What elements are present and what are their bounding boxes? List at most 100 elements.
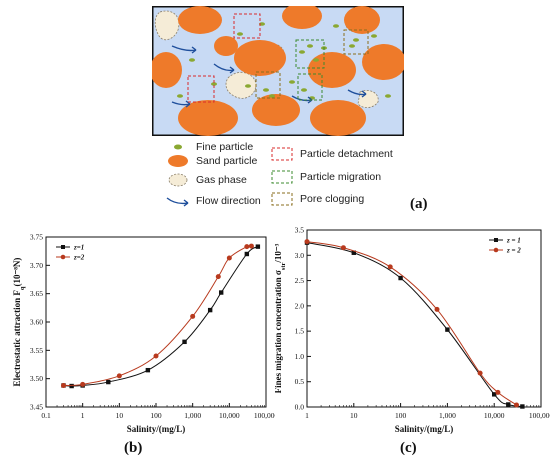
legend-label: Gas phase — [196, 174, 247, 186]
legend-series-name: z = 1 — [506, 237, 521, 245]
data-point-square — [520, 404, 525, 409]
x-tick-label: 100 — [395, 411, 407, 420]
legend-series-name: z = 2 — [506, 247, 521, 255]
y-tick-label: 3.5 — [295, 226, 305, 235]
x-tick-label: 10 — [116, 411, 124, 420]
legend-fine-particle: Fine particle — [166, 140, 253, 154]
y-axis-label-sub: str — [280, 263, 287, 271]
data-point-circle — [495, 389, 501, 395]
legend-marker-square — [494, 238, 498, 242]
migration-boxes — [295, 39, 325, 101]
y-tick-label: 0.5 — [295, 377, 305, 386]
legend-series-name: z=2 — [73, 254, 85, 262]
data-point-square — [207, 307, 213, 313]
legend-marker-circle — [493, 247, 499, 253]
y-axis-label-unit: (10⁻⁸N) — [12, 258, 22, 287]
gas-phase-icon — [166, 173, 190, 187]
x-tick-label: 100,000 — [529, 411, 550, 420]
y-tick-label: 2.5 — [295, 276, 305, 285]
y-tick-label: 3.50 — [30, 374, 43, 383]
data-point-circle — [304, 239, 310, 245]
y-tick-label: 0.0 — [295, 403, 305, 412]
data-point-circle — [248, 243, 254, 249]
series-line-1 — [63, 246, 259, 387]
x-tick-label: 1,000 — [184, 411, 201, 420]
data-point-square — [145, 367, 151, 373]
data-point-square — [218, 290, 224, 295]
data-point-circle — [387, 264, 393, 270]
data-point-circle — [514, 402, 520, 408]
x-tick-label: 0.1 — [41, 411, 51, 420]
data-point-square — [506, 402, 511, 407]
data-point-square — [492, 392, 497, 397]
clogging-boxes — [255, 29, 369, 99]
data-point-square — [255, 244, 261, 249]
detachment-boxes — [187, 13, 261, 103]
data-point-circle — [116, 373, 122, 379]
y-axis-label-unit: /10⁻³ — [275, 243, 283, 263]
x-tick-label: 1,000 — [439, 411, 456, 420]
data-point-square — [398, 275, 403, 281]
y-axis-label: Electrostatic attraction Fq(10⁻⁸N) — [12, 258, 26, 387]
data-point-circle — [226, 255, 232, 261]
y-axis-label-sub: q — [19, 286, 26, 290]
legend-particle-migration: Particle migration — [270, 170, 381, 184]
legend-label: Particle detachment — [300, 148, 393, 160]
y-axis-label-main: Fines migration concentration σ — [275, 270, 283, 393]
y-tick-label: 2.0 — [295, 301, 305, 310]
legend-gas-phase: Gas phase — [166, 173, 247, 187]
y-tick-label: 3.65 — [30, 289, 43, 298]
series-line-2 — [306, 241, 517, 406]
plot-frame — [45, 236, 267, 408]
legend-series-name: z=1 — [73, 244, 84, 252]
panel-label-b: (b) — [124, 440, 143, 456]
data-point-square — [445, 327, 450, 332]
migration-box-icon — [270, 170, 294, 184]
y-tick-label: 3.0 — [295, 251, 305, 260]
plot-frame — [306, 229, 542, 408]
y-tick-label: 3.55 — [30, 346, 43, 355]
sand-particles — [152, 6, 404, 136]
flow-arrow-icon — [166, 194, 190, 208]
legend-label: Pore clogging — [300, 193, 365, 205]
x-tick-label: 10,000 — [219, 411, 240, 420]
data-point-square — [69, 383, 74, 389]
legend-marker-circle — [60, 254, 66, 260]
data-point-circle — [340, 245, 346, 251]
y-tick-label: 3.60 — [30, 318, 43, 327]
panel-label-a: (a) — [410, 196, 428, 212]
x-tick-label: 1 — [81, 411, 85, 420]
y-tick-label: 3.45 — [30, 403, 43, 412]
y-tick-label: 1.5 — [295, 327, 305, 336]
legend-label: Flow direction — [196, 195, 261, 207]
x-tick-label: 10,000 — [484, 411, 505, 420]
legend-marker-square — [61, 245, 65, 249]
x-tick-label: 100,000 — [254, 411, 275, 420]
x-tick-label: 1 — [305, 411, 309, 420]
data-point-circle — [477, 370, 483, 376]
schematic-legend: Fine particle Sand particle Gas phase Fl… — [166, 140, 406, 214]
data-point-circle — [80, 381, 86, 387]
legend-pore-clogging: Pore clogging — [270, 192, 364, 206]
data-point-square — [244, 251, 250, 257]
clogging-box-icon — [270, 192, 294, 206]
chart-fines-migration: 1 10 100 1,000 10,000 100,000 0.0 0.5 1.0 1.5 2.0 2… — [275, 226, 550, 435]
chart-electrostatic-attraction: 0.1 1 10 100 1,000 10,000 100,000 3.45 3.50 3.55 3… — [12, 233, 275, 435]
legend-label: Fine particle — [196, 141, 254, 153]
x-tick-label: 100 — [150, 411, 162, 420]
data-point-circle — [153, 353, 159, 359]
legend-particle-detachment: Particle detachment — [270, 147, 393, 161]
y-tick-label: 3.70 — [30, 261, 43, 270]
detachment-box-icon — [270, 147, 294, 161]
legend-sand-particle: Sand particle — [166, 154, 257, 168]
data-point-circle — [434, 306, 440, 312]
x-tick-label: 10 — [350, 411, 358, 420]
x-axis-label: Salinity/(mg/L) — [395, 424, 454, 434]
y-axis-label-main: Electrostatic attraction F — [12, 290, 22, 387]
panel-label-c: (c) — [400, 440, 417, 456]
y-axis-label: Fines migration concentration σstr/10⁻³ — [275, 243, 287, 393]
data-point-square — [106, 379, 111, 385]
legend-label: Particle migration — [300, 171, 382, 183]
series-line-1 — [306, 242, 523, 407]
sand-particle-icon — [166, 154, 190, 168]
